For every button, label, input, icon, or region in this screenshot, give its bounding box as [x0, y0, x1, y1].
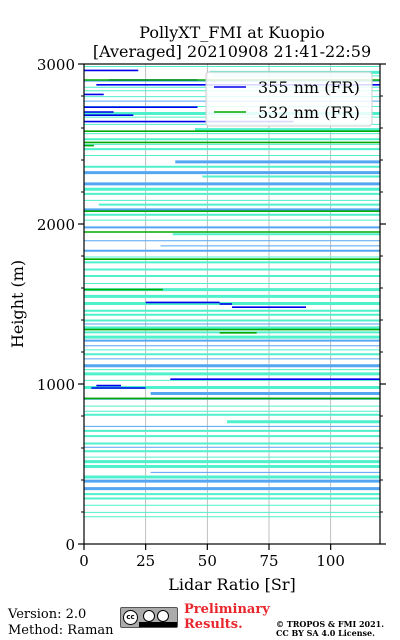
- legend-label-532: 532 nm (FR): [258, 103, 360, 122]
- y-tick-label: 1000: [37, 376, 75, 394]
- legend-label-355: 355 nm (FR): [258, 78, 360, 97]
- x-axis-label: Lidar Ratio [Sr]: [168, 575, 296, 594]
- y-axis-label: Height (m): [8, 260, 27, 348]
- legend-box: [205, 71, 373, 127]
- version-label: Version: 2.0: [8, 607, 87, 622]
- plot-frame: [83, 63, 381, 545]
- method-label: Method: Raman: [8, 623, 114, 638]
- chart-subtitle: [Averaged] 20210908 21:41-22:59: [92, 42, 372, 61]
- y-tick-label: 0: [65, 536, 75, 554]
- x-tick-label: 0: [79, 552, 89, 570]
- x-tick-label: 75: [259, 552, 278, 570]
- profile-lines-layer: [84, 66, 380, 518]
- preliminary-line-2: Results.: [184, 617, 243, 632]
- x-tick-label: 25: [136, 552, 155, 570]
- x-tick-label: 100: [316, 552, 345, 570]
- x-tick-label: 50: [198, 552, 217, 570]
- preliminary-line-1: Preliminary: [184, 602, 270, 617]
- copyright-line-1: © TROPOS & FMI 2021.: [276, 619, 385, 629]
- chart-title: PollyXT_FMI at Kuopio: [139, 23, 325, 42]
- preliminary-notice: Preliminary Results.: [184, 602, 270, 632]
- cc-license-icon: cc: [120, 607, 178, 628]
- legend: 355 nm (FR) 532 nm (FR): [205, 71, 373, 127]
- y-tick-label: 2000: [37, 216, 75, 234]
- y-tick-label: 3000: [37, 56, 75, 74]
- copyright-notice: © TROPOS & FMI 2021. CC BY SA 4.0 Licens…: [276, 620, 384, 638]
- copyright-line-2: CC BY SA 4.0 License.: [276, 628, 375, 638]
